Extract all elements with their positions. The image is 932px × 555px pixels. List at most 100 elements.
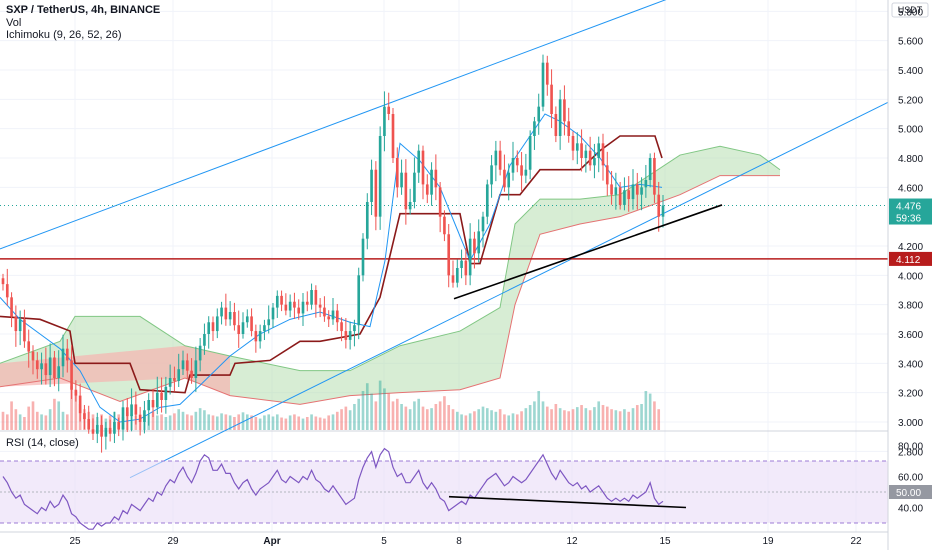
volume-bar — [211, 415, 215, 430]
volume-bar — [550, 409, 553, 430]
volume-bar — [473, 411, 476, 430]
candle-body — [588, 150, 592, 166]
volume-bar — [168, 415, 172, 430]
candle-body — [460, 260, 463, 268]
volume-bar — [27, 406, 31, 430]
candle-body — [305, 301, 309, 305]
volume-bar — [554, 404, 558, 430]
volume-bar — [640, 404, 643, 430]
candle-body — [421, 150, 425, 185]
volume-bar — [284, 418, 288, 430]
volume-bar — [241, 412, 245, 430]
volume-bar — [481, 406, 485, 430]
symbol-legend[interactable]: SXP / TetherUS, 4h, BINANCE — [6, 4, 161, 16]
candle-body — [181, 360, 185, 370]
volume-bar — [194, 411, 198, 430]
volume-bar — [374, 401, 378, 430]
volume-bar — [151, 411, 155, 430]
volume-bar — [533, 401, 536, 430]
volume-bar — [485, 408, 489, 430]
volume-bar — [23, 417, 26, 430]
volume-bar — [185, 414, 189, 430]
candle-body — [361, 238, 365, 276]
rsi-pane — [0, 447, 888, 530]
candle-body — [601, 143, 605, 166]
rsi-current-value: 50.00 — [896, 488, 921, 499]
volume-bar — [228, 415, 232, 430]
volume-bar — [623, 409, 626, 430]
candle-body — [258, 331, 262, 342]
volume-bar — [344, 406, 348, 430]
volume-bar — [215, 416, 219, 430]
candle-body — [558, 99, 562, 136]
candle-body — [378, 136, 382, 217]
price-trendline[interactable] — [453, 204, 723, 300]
volume-bar — [644, 391, 648, 430]
volume-bar — [383, 388, 386, 430]
volume-bar — [233, 417, 236, 430]
volume-bar — [331, 414, 335, 430]
volume-bar — [155, 415, 159, 430]
candle-body — [541, 62, 545, 107]
candle-body — [23, 319, 26, 342]
candle-body — [344, 331, 348, 340]
candle-body — [335, 310, 339, 323]
volume-bar — [65, 414, 69, 430]
candle-body — [194, 360, 198, 378]
candle-body — [545, 62, 549, 85]
last-price-value: 4.476 — [896, 202, 921, 213]
candle-body — [511, 158, 515, 173]
channel-lower-line — [129, 101, 889, 479]
volume-bar — [588, 410, 592, 430]
volume-bar — [567, 411, 571, 430]
candle-body — [340, 322, 343, 332]
volume-bar — [610, 409, 613, 430]
candle-body — [417, 150, 421, 173]
candle-body — [537, 106, 541, 122]
horizontal-level-line[interactable] — [0, 205, 888, 260]
candle-body — [35, 360, 39, 370]
volume-bar — [580, 405, 583, 430]
price-tick-label: 4.000 — [898, 271, 923, 282]
volume-bar — [224, 414, 228, 430]
volume-bar — [494, 411, 498, 430]
time-tick-label: 25 — [69, 536, 81, 547]
volume-bar — [340, 409, 343, 430]
candle-body — [271, 307, 275, 320]
candle-body — [657, 194, 661, 217]
candle-body — [387, 106, 391, 114]
candle-body — [370, 169, 373, 202]
candle-body — [430, 169, 433, 195]
volume-bar — [413, 401, 416, 430]
ichimoku-legend[interactable]: Ichimoku (9, 26, 52, 26) — [6, 29, 122, 41]
rsi-legend[interactable]: RSI (14, close) — [6, 437, 79, 449]
trend-channel[interactable] — [0, 0, 889, 479]
volume-bar — [327, 415, 331, 430]
volume-bar — [631, 408, 635, 430]
candle-body — [640, 187, 643, 195]
candle-body — [57, 366, 61, 378]
volume-bar — [310, 414, 313, 430]
candle-body — [550, 84, 553, 114]
channel-upper-line — [0, 0, 667, 250]
volume-bar — [524, 408, 528, 430]
volume-bar — [425, 409, 429, 430]
volume-bar — [348, 410, 352, 430]
rsi-tick-label: 60.00 — [898, 473, 923, 484]
volume-bar — [365, 383, 369, 430]
price-tick-label: 3.800 — [898, 301, 923, 312]
volume-bar — [357, 398, 361, 430]
volume-legend[interactable]: Vol — [6, 17, 22, 29]
volume-bar — [53, 398, 56, 430]
volume-bar — [263, 415, 266, 430]
candle-body — [580, 143, 583, 158]
candle-body — [408, 202, 412, 210]
grid-lines — [0, 0, 888, 532]
candle-body — [443, 216, 446, 235]
rsi-trendline — [448, 495, 687, 509]
volume-bar — [605, 406, 609, 430]
candle-body — [233, 312, 236, 326]
ichimoku-cloud — [0, 145, 781, 405]
